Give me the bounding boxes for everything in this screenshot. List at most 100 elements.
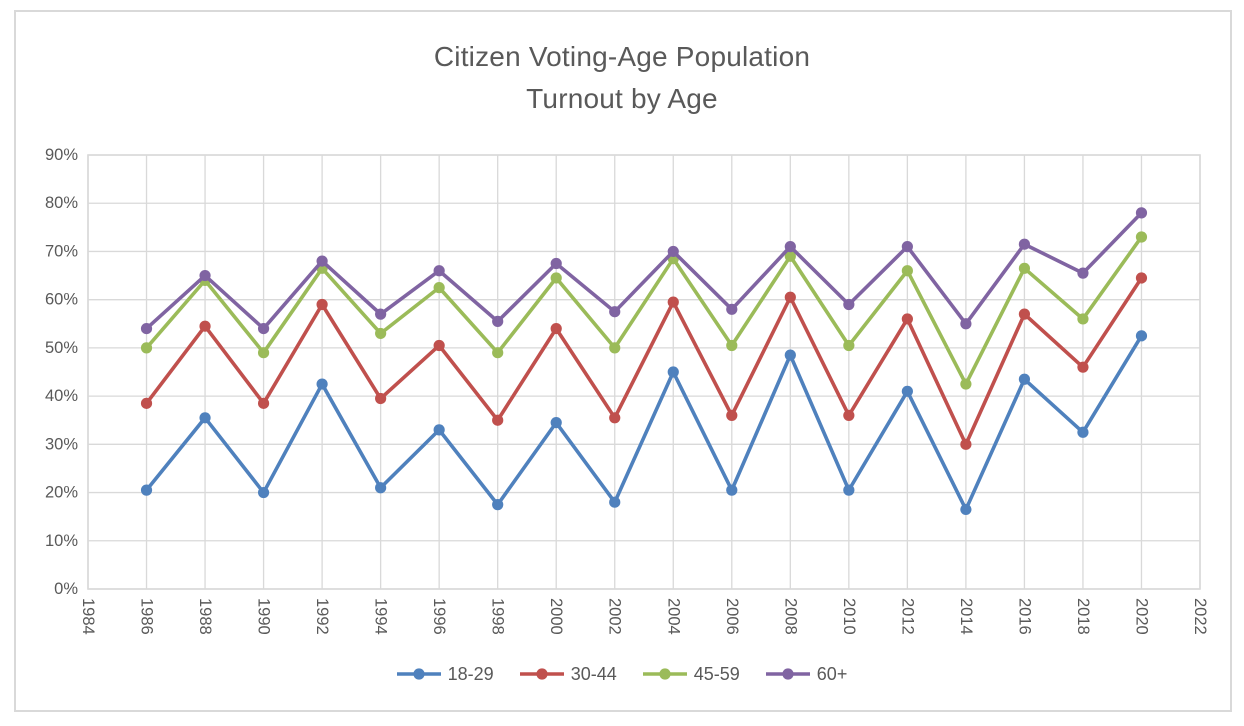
legend-marker-30-44 <box>519 668 564 680</box>
data-point-18-29-2004 <box>667 366 679 378</box>
series-line-45-59 <box>144 235 1144 386</box>
data-point-60+-2002 <box>609 306 621 318</box>
data-point-60+-1998 <box>492 315 504 327</box>
data-point-30-44-1996 <box>433 339 445 352</box>
x-tick-label-2020: 2020 <box>1132 598 1150 635</box>
data-point-30-44-1986 <box>140 397 153 409</box>
x-tick-label-2002: 2002 <box>606 598 624 635</box>
data-point-18-29-2002 <box>609 496 621 508</box>
data-point-60+-2004 <box>667 245 679 258</box>
data-point-45-59-2008 <box>784 250 796 262</box>
data-point-60+-1988 <box>199 269 211 282</box>
legend-label-30-44: 30-44 <box>570 663 617 684</box>
y-tick-label-10: 10% <box>45 532 78 550</box>
x-tick-label-2022: 2022 <box>1191 598 1209 635</box>
data-point-18-29-1998 <box>492 499 504 511</box>
data-point-60+-2006 <box>726 303 738 315</box>
series-line-60+ <box>144 211 1144 331</box>
x-tick-label-2004: 2004 <box>664 598 682 635</box>
y-tick-label-70: 70% <box>45 242 78 260</box>
x-tick-label-1990: 1990 <box>255 598 273 635</box>
data-point-60+-1992 <box>316 255 328 267</box>
data-point-45-59-2018 <box>1077 313 1089 325</box>
data-point-60+-2018 <box>1077 267 1089 279</box>
data-point-60+-2020 <box>1135 207 1148 219</box>
legend-marker-45-59 <box>642 668 687 680</box>
data-point-45-59-1998 <box>492 347 504 359</box>
series-line-30-44 <box>144 276 1144 447</box>
data-point-18-29-2006 <box>726 484 738 496</box>
data-point-30-44-2014 <box>960 438 972 450</box>
data-point-30-44-1990 <box>257 397 270 409</box>
legend-item-30-44: 30-44 <box>519 663 617 685</box>
data-point-18-29-1994 <box>375 482 387 494</box>
legend-marker-18-29 <box>396 668 441 680</box>
plot-border <box>87 154 1201 590</box>
data-point-30-44-1988 <box>199 320 211 332</box>
data-point-30-44-1992 <box>316 298 328 311</box>
x-tick-label-2016: 2016 <box>1015 598 1033 635</box>
x-tick-label-1994: 1994 <box>372 598 390 635</box>
x-tick-label-2000: 2000 <box>547 598 565 635</box>
data-point-60+-2014 <box>960 318 972 330</box>
x-tick-label-1998: 1998 <box>489 598 507 635</box>
series-line-18-29 <box>144 334 1144 512</box>
y-tick-label-20: 20% <box>45 484 78 502</box>
data-point-60+-2000 <box>550 257 562 270</box>
chart-title: Citizen Voting-Age Population Turnout by… <box>0 36 1244 120</box>
data-point-60+-2010 <box>843 298 855 311</box>
legend: 18-29 30-44 45-59 60+ <box>0 662 1244 686</box>
data-point-18-29-2020 <box>1135 330 1148 342</box>
data-point-45-59-1990 <box>257 347 270 359</box>
data-point-45-59-2000 <box>550 272 562 284</box>
y-tick-label-30: 30% <box>45 435 78 453</box>
x-tick-label-2008: 2008 <box>781 598 799 635</box>
data-point-60+-1996 <box>433 265 445 277</box>
y-tick-label-60: 60% <box>45 291 78 309</box>
data-point-18-29-2008 <box>784 349 796 361</box>
legend-marker-60+ <box>765 668 810 680</box>
data-point-45-59-2016 <box>1018 262 1031 274</box>
legend-label-18-29: 18-29 <box>447 663 494 684</box>
data-point-30-44-2010 <box>843 409 855 421</box>
y-tick-label-80: 80% <box>45 194 78 212</box>
data-point-45-59-1994 <box>375 327 387 340</box>
x-tick-label-1984: 1984 <box>79 598 97 635</box>
legend-label-45-59: 45-59 <box>693 663 740 684</box>
legend-label-60+: 60+ <box>816 663 848 684</box>
data-point-30-44-2000 <box>550 323 562 335</box>
legend-item-45-59: 45-59 <box>642 663 740 685</box>
legend-item-18-29: 18-29 <box>396 663 494 685</box>
data-point-30-44-1998 <box>492 414 504 426</box>
data-point-30-44-2018 <box>1077 361 1089 373</box>
x-tick-label-2018: 2018 <box>1074 598 1092 635</box>
data-point-30-44-2006 <box>726 409 738 421</box>
data-point-18-29-2012 <box>901 385 913 397</box>
data-point-45-59-1986 <box>140 342 153 354</box>
data-point-30-44-2002 <box>609 412 621 424</box>
y-tick-label-40: 40% <box>45 387 78 405</box>
data-point-18-29-2000 <box>550 417 562 429</box>
x-tick-label-1992: 1992 <box>313 598 331 635</box>
data-point-60+-2008 <box>784 241 796 253</box>
data-point-18-29-2016 <box>1018 373 1031 385</box>
data-point-45-59-1996 <box>433 282 445 294</box>
data-point-18-29-2010 <box>843 484 855 496</box>
chart-title-line2: Turnout by Age <box>526 83 718 114</box>
data-point-60+-1986 <box>140 323 153 335</box>
data-point-45-59-2020 <box>1135 231 1148 243</box>
data-point-45-59-2006 <box>726 339 738 352</box>
data-point-60+-1994 <box>375 308 387 320</box>
data-point-30-44-2008 <box>784 291 796 303</box>
data-point-18-29-2018 <box>1077 426 1089 438</box>
data-point-60+-2012 <box>901 241 913 253</box>
legend-item-60+: 60+ <box>765 663 848 685</box>
x-tick-label-2012: 2012 <box>898 598 916 635</box>
y-tick-label-90: 90% <box>45 146 78 164</box>
data-point-30-44-2012 <box>901 313 913 325</box>
data-point-60+-2016 <box>1018 238 1031 250</box>
x-tick-label-1996: 1996 <box>430 598 448 635</box>
data-point-18-29-1986 <box>140 484 153 496</box>
x-tick-label-1988: 1988 <box>196 598 214 635</box>
